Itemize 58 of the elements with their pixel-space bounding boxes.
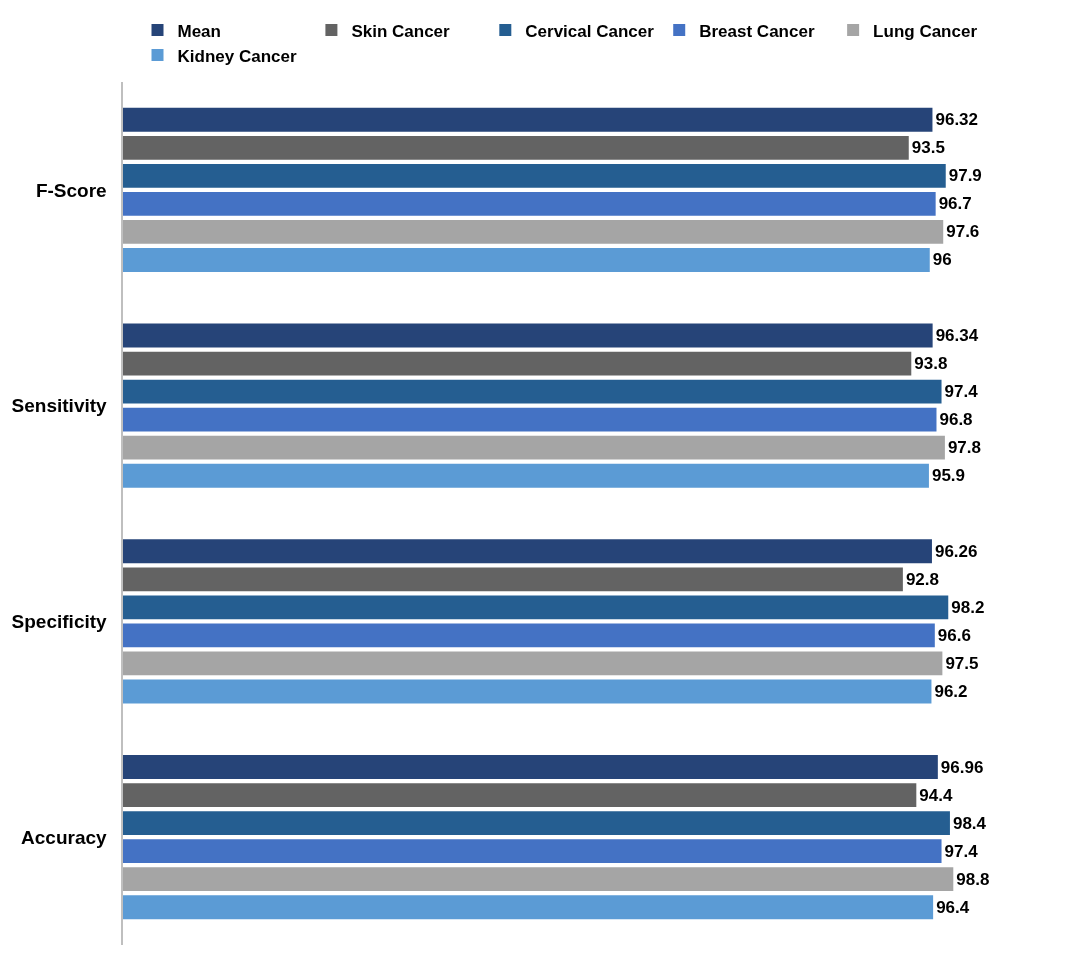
- data-label: 96.4: [936, 897, 970, 917]
- data-label: 93.5: [911, 138, 945, 158]
- data-label: 97.9: [948, 166, 982, 186]
- bar: [123, 811, 950, 836]
- bar: [123, 679, 932, 704]
- data-label: 96.96: [940, 757, 984, 777]
- bar: [123, 867, 954, 892]
- data-label: 93.8: [914, 354, 948, 374]
- data-label: 97.8: [947, 438, 981, 458]
- data-label: 94.4: [919, 785, 953, 805]
- bar: [123, 323, 933, 348]
- bar: [123, 595, 949, 620]
- data-label: 96.8: [939, 410, 973, 430]
- legend-label: Cervical Cancer: [525, 21, 655, 41]
- data-label: 96.7: [938, 194, 972, 214]
- bar: [123, 651, 943, 676]
- bar: [123, 163, 946, 188]
- data-label: 96.26: [934, 541, 978, 561]
- legend-label: Mean: [177, 21, 221, 41]
- data-label: 96.6: [937, 625, 971, 645]
- bar: [123, 407, 937, 432]
- data-label: 96.2: [934, 681, 968, 701]
- bar: [123, 435, 945, 460]
- bar: [123, 539, 932, 564]
- data-label: 97.6: [946, 222, 980, 242]
- bar: [123, 623, 935, 648]
- legend-label: Skin Cancer: [351, 21, 451, 41]
- data-label: 97.5: [945, 653, 979, 673]
- bar: [123, 379, 942, 404]
- bar: [123, 463, 929, 488]
- data-label: 96.34: [935, 326, 979, 346]
- y-tick-label: Sensitivity: [11, 395, 118, 417]
- bar: [123, 895, 934, 920]
- bar: [123, 107, 933, 132]
- data-label: 97.4: [944, 841, 979, 861]
- legend-label: Lung Cancer: [873, 21, 978, 41]
- y-tick-label: Accuracy: [21, 826, 118, 848]
- bar: [123, 220, 944, 244]
- y-tick-label: F-Score: [35, 179, 118, 201]
- data-label: 98.4: [952, 813, 987, 833]
- data-label: 98.8: [956, 869, 990, 889]
- bar: [123, 755, 938, 779]
- bar: [123, 248, 930, 272]
- legend-label: Kidney Cancer: [177, 46, 297, 66]
- data-label: 98.2: [951, 597, 985, 617]
- y-tick-label: Specificity: [11, 611, 118, 633]
- data-label: 95.9: [931, 466, 966, 486]
- data-label: 92.8: [905, 569, 939, 589]
- data-label: 97.4: [944, 382, 979, 402]
- bar: [123, 135, 909, 160]
- bar: [123, 191, 936, 216]
- legend-label: Breast Cancer: [699, 21, 815, 41]
- bar: [123, 351, 912, 376]
- data-label: 96: [932, 250, 952, 270]
- bar: [123, 783, 917, 807]
- data-label: 96.32: [935, 110, 979, 130]
- bar: [123, 839, 942, 864]
- bar: [123, 567, 903, 592]
